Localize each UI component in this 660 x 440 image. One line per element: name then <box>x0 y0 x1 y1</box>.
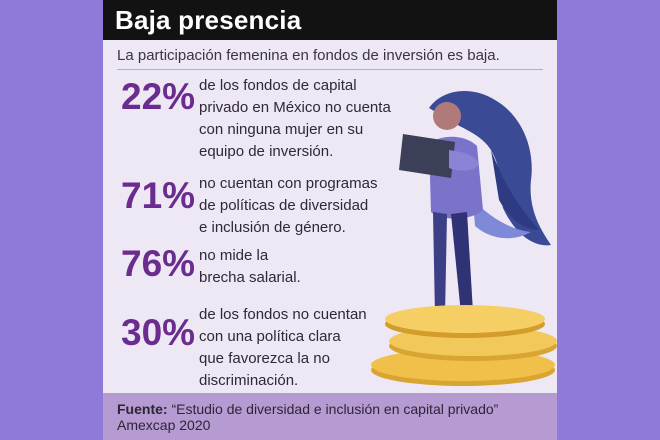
stat-line: privado en México no cuenta <box>199 99 391 116</box>
leg-shape <box>451 212 473 314</box>
stat-line: e inclusión de género. <box>199 219 346 236</box>
stat-line: brecha salarial. <box>199 269 301 286</box>
hair-shape <box>491 150 539 230</box>
stat-percent-2: 71% <box>121 175 196 216</box>
stat-percent-3: 76% <box>121 243 196 284</box>
stat-text-2: no cuentan con programas de políticas de… <box>199 173 377 239</box>
source-label: Fuente: <box>117 401 168 417</box>
infographic-card: Baja presencia La participación femenina… <box>103 0 557 440</box>
stat-text-4: de los fondos no cuentan con una polític… <box>199 304 367 392</box>
page-title: Baja presencia <box>115 5 302 35</box>
stat-line: de los fondos de capital <box>199 77 357 94</box>
stat-line: equipo de inversión. <box>199 143 334 160</box>
woman-laptop-coins-illustration <box>371 90 557 386</box>
stat-line: no mide la <box>199 247 269 264</box>
scarf-shape <box>473 200 531 239</box>
stat-line: discriminación. <box>199 372 299 389</box>
stat-line: no cuentan con programas <box>199 175 378 192</box>
source-org: Amexcap 2020 <box>117 417 211 433</box>
laptop-shape <box>399 134 455 178</box>
subtitle: La participación femenina en fondos de i… <box>117 47 500 64</box>
source-text: Fuente: “Estudio de diversidad e inclusi… <box>117 401 547 433</box>
coin-shape <box>385 305 545 333</box>
leg-shape <box>433 212 447 316</box>
stat-percent-4: 30% <box>121 312 196 353</box>
stat-line: con una política clara <box>199 328 341 345</box>
arm-shape <box>449 150 479 171</box>
stat-line: de políticas de diversidad <box>199 197 369 214</box>
stat-line: con ninguna mujer en su <box>199 121 364 138</box>
divider <box>117 69 543 70</box>
head-shape <box>433 102 461 130</box>
stat-text-3: no mide la brecha salarial. <box>199 245 301 289</box>
stat-line: de los fondos no cuentan <box>199 306 367 323</box>
stat-line: que favorezca la no <box>199 350 330 367</box>
source-title: “Estudio de diversidad e inclusión en ca… <box>171 401 499 417</box>
stat-percent-1: 22% <box>121 76 196 117</box>
title-bar: Baja presencia <box>103 0 557 40</box>
stat-text-1: de los fondos de capital privado en Méxi… <box>199 75 391 163</box>
source-footer: Fuente: “Estudio de diversidad e inclusi… <box>103 393 557 440</box>
